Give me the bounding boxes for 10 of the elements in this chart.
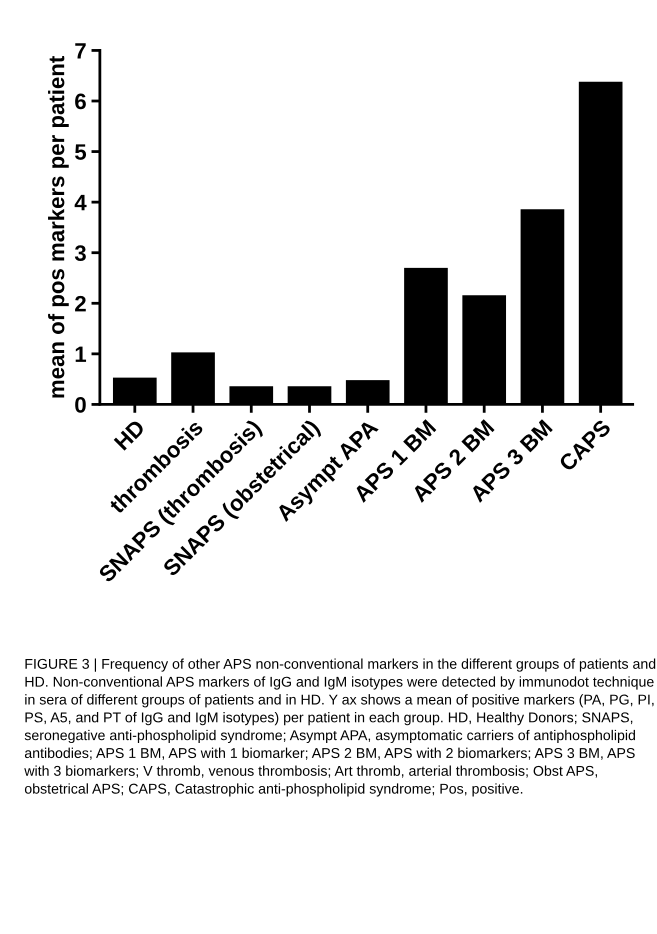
y-tick-label: 2 [75,296,86,312]
y-tick-label: 6 [75,94,86,110]
caption: FIGURE 3 | Frequency of other APS non-conventional markers in the different groups of patients and HD. Non-conventional APS markers of IgG and IgM isotypes were detected by immunodot technique in sera of different groups of patients and in HD. Y ax shows a mean of positive markers (PA, PG, PI, PS, A5, and PT of IgG and IgM isotypes) per patient in each group. HD, Healthy Donors; SNAPS, seronegative anti-phospholipid syndrome; Asympt APA, asymptomatic carriers of antiphospholipid antibodies; APS 1 BM, APS with 1 biomarker; APS 2 BM, APS with 2 biomarkers; APS 3 BM, APS with 3 biomarkers; V thromb, venous thrombosis; Art thromb, arterial thrombosis; Obst APS, obstetrical APS; CAPS, Catastrophic anti-phospholipid syndrome; Pos, positive. [24,658,656,797]
y-axis-title: mean of pos markers per patient [48,56,69,398]
y-tick-label: 7 [75,43,86,58]
y-tick-label: 0 [75,396,86,413]
y-tick-label: 3 [74,245,86,262]
y-tick-label: 5 [74,144,86,160]
y-tick-label: 1 [76,346,86,362]
y-tick-label: 4 [74,194,87,210]
